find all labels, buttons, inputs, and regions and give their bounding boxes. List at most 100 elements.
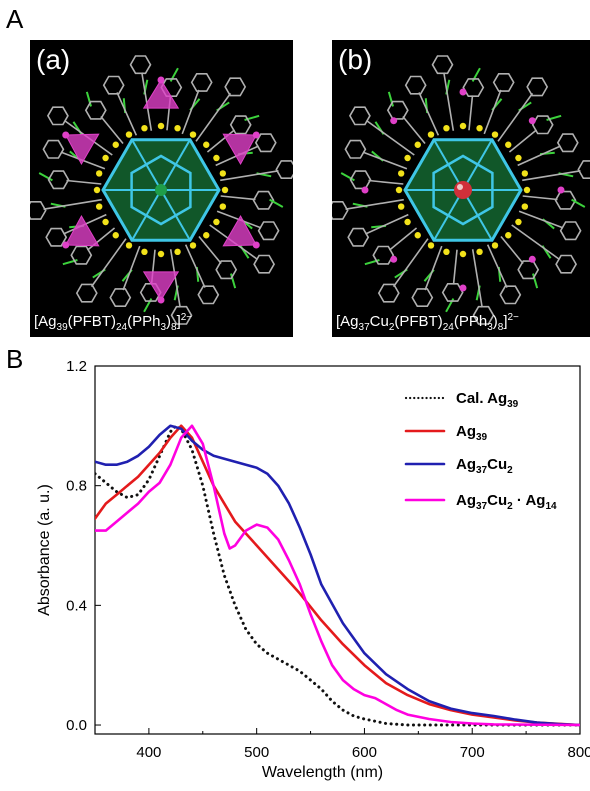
- ligand-bond: [43, 198, 102, 210]
- ligand-bond: [517, 145, 561, 167]
- phenyl-ring: [377, 283, 400, 303]
- plot-frame: [94, 365, 581, 735]
- phenyl-ring: [441, 283, 464, 302]
- sulfur-atom: [443, 124, 450, 132]
- ligand-bond: [518, 210, 564, 229]
- sulfur-atom: [189, 242, 197, 249]
- phenyl-ring: [102, 75, 125, 95]
- phosphorus-atom: [252, 241, 260, 249]
- phenyl-ring: [253, 254, 276, 274]
- ligand-bond: [86, 227, 116, 251]
- sulfur-atom: [414, 141, 421, 148]
- sulfur-atom: [491, 242, 499, 249]
- y-tick-label: 0.4: [66, 597, 87, 614]
- phosphorus-atom: [459, 88, 467, 96]
- absorbance-chart: 0.0 0.4 0.8 1.2 400 500 600 700 800 Wavelength (n…: [36, 358, 590, 781]
- sulfur-atom: [427, 242, 435, 249]
- ligand-bond: [169, 249, 181, 308]
- phenyl-ring: [70, 245, 93, 265]
- inner-cage: [130, 154, 192, 226]
- phosphorus-atom: [459, 284, 467, 292]
- ligand-bond: [522, 195, 558, 201]
- sulfur-atom: [397, 170, 405, 177]
- phenyl-ring: [30, 201, 47, 220]
- phosphorus-atom: [528, 117, 536, 125]
- sulfur-atom: [95, 170, 103, 177]
- sulfur-atom: [515, 218, 522, 226]
- ag-tetrahedron: [64, 133, 100, 166]
- phenyl-ring: [109, 288, 132, 308]
- series-line-1: [95, 424, 580, 727]
- ligand-bond: [522, 170, 581, 182]
- sulfur-atom: [219, 203, 227, 210]
- ligand-bond: [220, 170, 279, 182]
- x-tick-label: 700: [460, 744, 485, 761]
- phenyl-ring: [555, 254, 578, 274]
- ligand-bond: [184, 244, 206, 288]
- sulfur-atom: [523, 186, 531, 194]
- sulfur-atom: [93, 186, 101, 194]
- ligand-bond: [100, 115, 124, 145]
- phenyl-ring: [332, 201, 349, 220]
- ligand-bond: [497, 92, 534, 142]
- phenyl-ring: [559, 221, 582, 241]
- ligand-bond: [443, 72, 455, 131]
- sulfur-atom: [515, 154, 522, 162]
- ligand-bond: [141, 72, 153, 131]
- sulfur-atom: [125, 131, 133, 138]
- structure-a-image: (a) [Ag39(PFBT)24(PPh3)8]2−: [30, 40, 293, 337]
- sulfur-atom: [125, 242, 133, 249]
- x-axis-label: Wavelength (nm): [262, 764, 383, 781]
- phenyl-ring: [75, 283, 98, 303]
- ligand-bond: [471, 249, 483, 308]
- ligand-bond: [90, 238, 127, 288]
- phenyl-ring: [348, 106, 371, 126]
- fluorine-bond: [269, 198, 284, 208]
- ligand-bond: [508, 129, 538, 153]
- phosphorus-atom: [62, 241, 70, 249]
- ligand-shell: [332, 55, 590, 325]
- phenyl-ring: [499, 285, 522, 305]
- structure-a-label: (a): [36, 44, 71, 75]
- ligand-bond: [362, 151, 408, 170]
- structure-b-formula: [Ag37Cu2(PFBT)24(PPh3)8]2−: [336, 312, 519, 333]
- phenyl-ring: [472, 305, 495, 325]
- sulfur-atom: [443, 248, 450, 256]
- x-tick-label: 400: [136, 744, 161, 761]
- sulfur-atom: [102, 218, 109, 226]
- phenyl-ring: [411, 288, 434, 308]
- phenyl-ring: [84, 100, 107, 120]
- phenyl-ring: [46, 106, 69, 126]
- sulfur-atom: [112, 232, 119, 239]
- fluorine-bond: [571, 198, 586, 208]
- ligand-bond: [452, 249, 458, 285]
- phenyl-ring: [252, 190, 275, 210]
- sulfur-atom: [459, 122, 467, 130]
- sulfur-atom: [157, 250, 165, 258]
- phenyl-ring: [224, 77, 247, 97]
- sulfur-atom: [95, 203, 103, 210]
- phenyl-ring: [554, 190, 577, 210]
- phenyl-ring: [275, 160, 293, 179]
- ligand-bond: [122, 245, 141, 291]
- cluster-b-drawing: [332, 55, 590, 325]
- sulfur-atom: [397, 203, 405, 210]
- phosphorus-atom: [252, 131, 260, 139]
- y-tick-label: 1.2: [66, 358, 87, 375]
- legend: Cal. Ag39 Ag39 Ag37Cu2 Ag37Cu2 · Ag14: [404, 390, 557, 512]
- ligand-bond: [206, 129, 236, 153]
- sulfur-atom: [505, 141, 512, 148]
- ligand-bond: [388, 227, 418, 251]
- sulfur-atom: [203, 141, 210, 148]
- sulfur-atom: [157, 122, 165, 130]
- y-tick-label: 0.0: [66, 717, 87, 734]
- phenyl-ring: [404, 75, 427, 95]
- ligand-bond: [345, 198, 404, 210]
- sulfur-atom: [414, 232, 421, 239]
- ag-tetrahedron: [142, 271, 180, 301]
- legend-label-0: Cal. Ag39: [456, 390, 519, 410]
- panel-b-letter: B: [6, 344, 24, 374]
- y-axis-label: Absorbance (a. u.): [36, 484, 53, 616]
- phenyl-ring: [492, 72, 515, 92]
- structure-a-formula: [Ag39(PFBT)24(PPh3)8]2−: [34, 312, 193, 333]
